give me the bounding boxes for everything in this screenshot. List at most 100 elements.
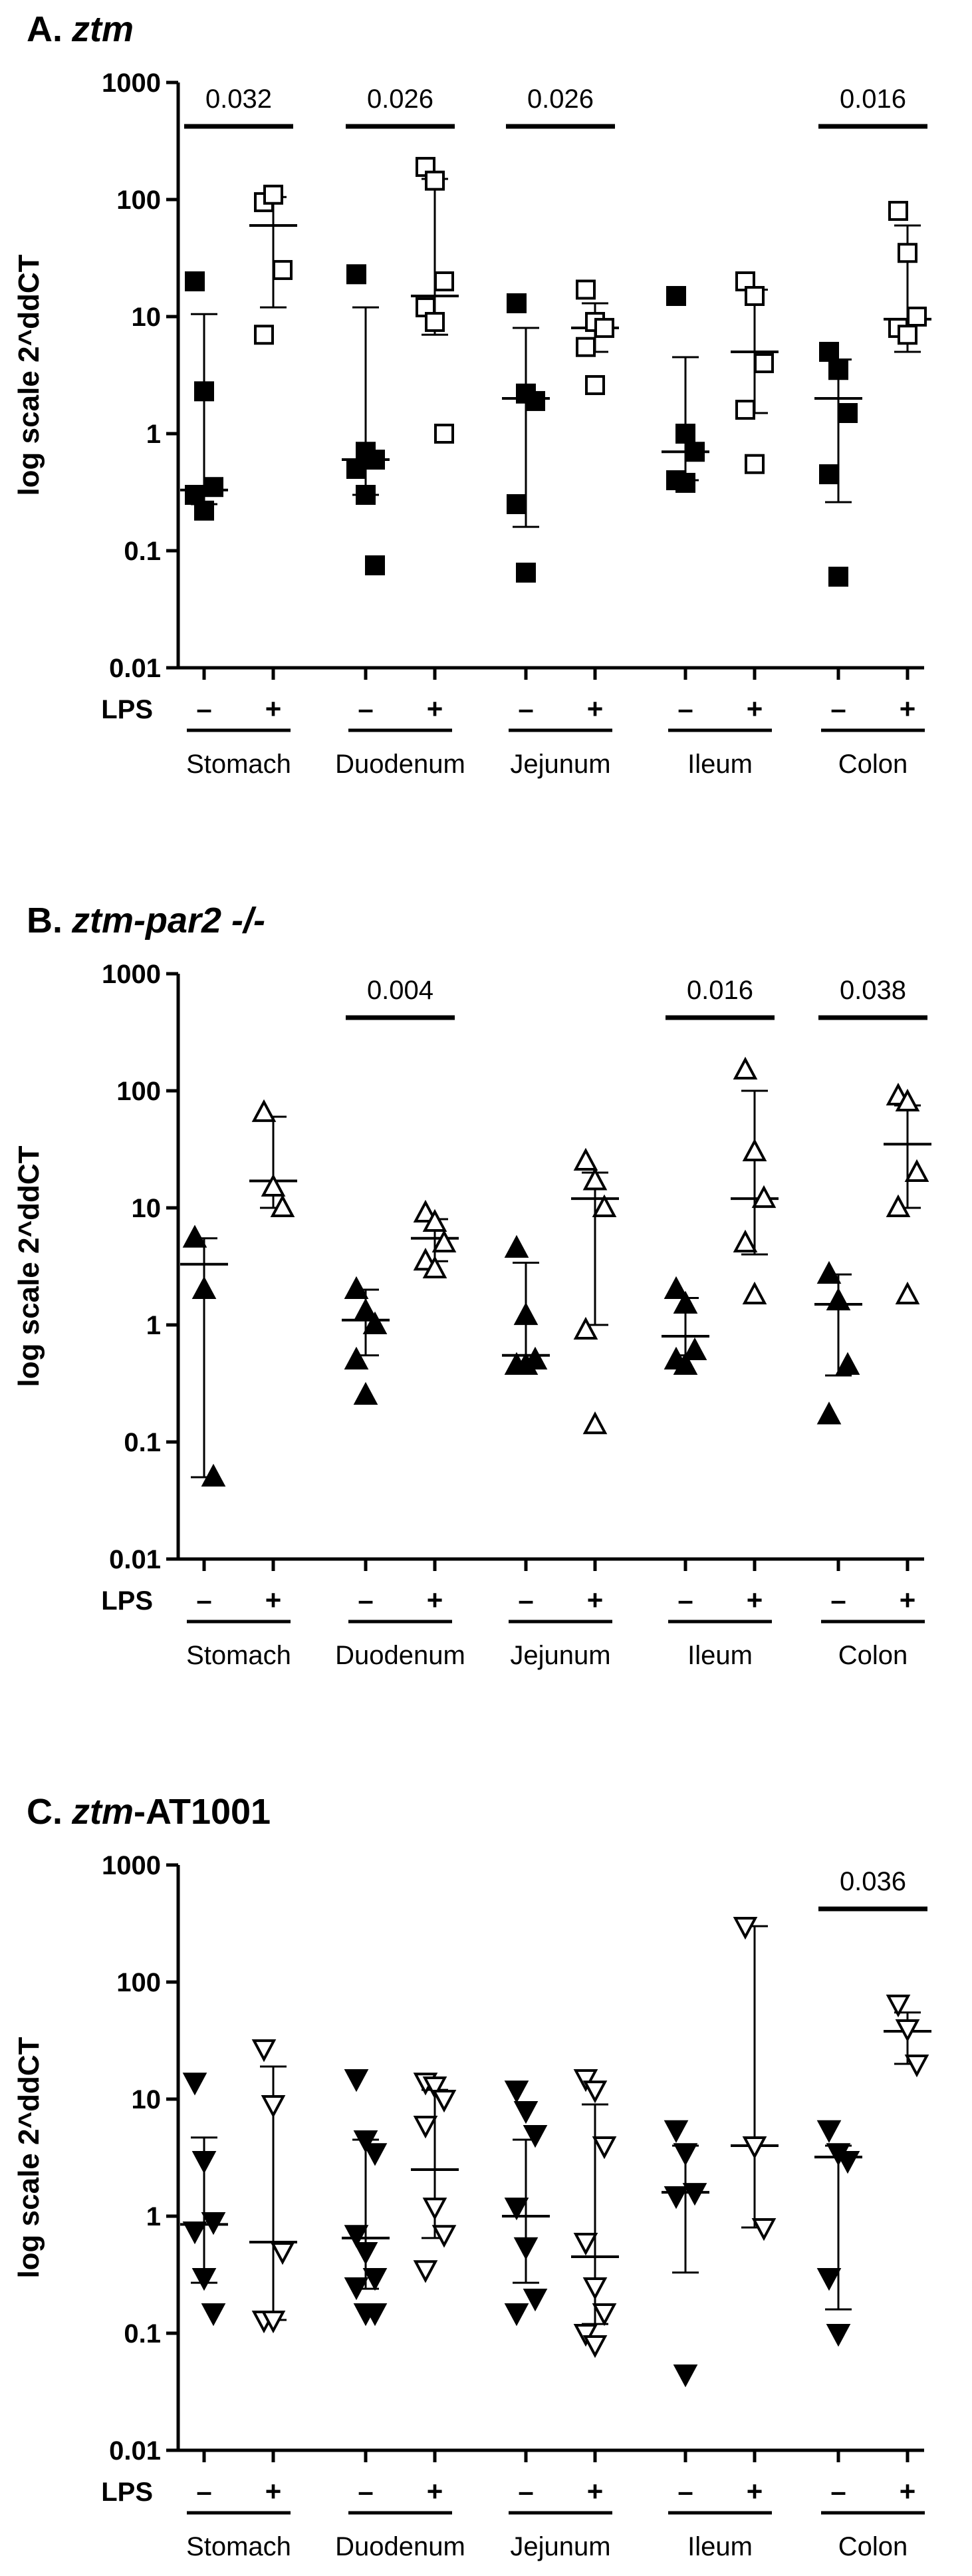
data-point [507, 494, 527, 514]
data-point [745, 454, 765, 474]
data-point [751, 2218, 777, 2241]
data-point [201, 1463, 226, 1487]
title-part: ztm-par2 -/- [71, 901, 265, 940]
data-point [666, 286, 686, 307]
data-point [735, 400, 755, 420]
data-point [673, 1352, 698, 1375]
data-point [504, 2080, 529, 2104]
data-point [733, 1917, 758, 1940]
data-point [838, 403, 858, 424]
condition-label: – [196, 693, 211, 724]
data-point [898, 325, 917, 345]
data-point [886, 1194, 911, 1217]
data-point [582, 2335, 608, 2359]
data-point [261, 2310, 286, 2334]
data-point [745, 286, 765, 307]
data-point [425, 312, 445, 333]
group-label: Jejunum [510, 2532, 610, 2561]
data-point [685, 442, 705, 462]
data-point [362, 2268, 388, 2291]
data-point [362, 1311, 388, 1334]
title-part: A. [27, 9, 62, 49]
title-part: ztm [71, 9, 134, 49]
group-label: Jejunum [510, 1641, 610, 1670]
data-point [201, 2303, 226, 2327]
condition-label: + [265, 693, 282, 724]
condition-label: + [427, 693, 443, 724]
condition-label: – [518, 693, 533, 724]
y-tick-label: 0.01 [109, 2436, 161, 2466]
data-point [742, 1138, 767, 1162]
data-point [344, 2069, 369, 2092]
data-point [254, 325, 274, 345]
data-point [516, 562, 536, 583]
title-part: ztm [71, 1792, 134, 1832]
data-point [673, 1290, 698, 1314]
data-point [585, 374, 605, 395]
condition-label: – [830, 1584, 846, 1616]
y-tick-label: 1000 [102, 69, 161, 98]
data-point [886, 1994, 911, 2018]
data-point [573, 1316, 598, 1340]
data-point [819, 464, 839, 485]
data-point [182, 2221, 207, 2245]
data-point [742, 2136, 767, 2160]
data-point [356, 485, 376, 505]
p-value: 0.026 [367, 84, 433, 114]
condition-label: – [196, 2476, 211, 2507]
data-point [203, 477, 223, 498]
data-point [592, 2303, 617, 2327]
y-tick-label: 0.01 [109, 654, 161, 683]
data-point [816, 2120, 842, 2143]
y-tick-label: 100 [116, 1968, 161, 1997]
data-point [362, 2303, 388, 2327]
data-point [201, 2212, 226, 2235]
data-point [353, 2130, 378, 2154]
data-point [263, 184, 283, 205]
chart-title: C. ztm-AT1001 [27, 1792, 271, 1832]
data-point [344, 1276, 369, 1300]
data-point [431, 2225, 457, 2248]
condition-label: – [518, 1584, 533, 1616]
data-point [675, 424, 695, 444]
y-tick-label: 1000 [102, 960, 161, 989]
y-tick-label: 0.1 [124, 1428, 161, 1457]
x-axis-label: LPS [101, 2478, 153, 2507]
data-point [523, 2289, 548, 2312]
data-point [828, 567, 848, 587]
data-point [573, 2233, 598, 2256]
data-point [513, 2101, 539, 2124]
p-value: 0.038 [840, 976, 906, 1005]
data-point [816, 2268, 842, 2291]
data-point [513, 2237, 539, 2260]
group-label: Stomach [186, 750, 291, 779]
condition-label: – [677, 693, 693, 724]
data-point [582, 2277, 608, 2301]
data-point [425, 170, 445, 191]
data-point [573, 1147, 598, 1171]
data-point [576, 279, 596, 300]
data-point [413, 2116, 438, 2139]
y-tick-label: 0.1 [124, 537, 161, 566]
condition-label: – [830, 693, 846, 724]
data-point [261, 2095, 286, 2118]
condition-label: – [830, 2476, 846, 2507]
data-point [422, 2198, 447, 2221]
condition-label: – [358, 2476, 373, 2507]
data-point [261, 1173, 286, 1197]
data-point [754, 353, 774, 374]
condition-label: + [427, 2476, 443, 2507]
y-tick-label: 1000 [102, 1851, 161, 1880]
data-point [828, 360, 848, 380]
data-point [344, 2225, 369, 2248]
data-point [682, 1337, 707, 1361]
data-point [513, 1302, 539, 1326]
data-point [904, 2055, 929, 2078]
data-point [576, 337, 596, 357]
group-label: Stomach [186, 1641, 291, 1670]
y-axis-label: log scale 2^ddCT [13, 254, 45, 496]
y-tick-label: 0.01 [109, 1545, 161, 1574]
data-point [182, 2073, 207, 2096]
panel: C. ztm-AT1001 log scale 2^ddCT 0.01 0.1 1 10 10… [13, 1792, 931, 2561]
